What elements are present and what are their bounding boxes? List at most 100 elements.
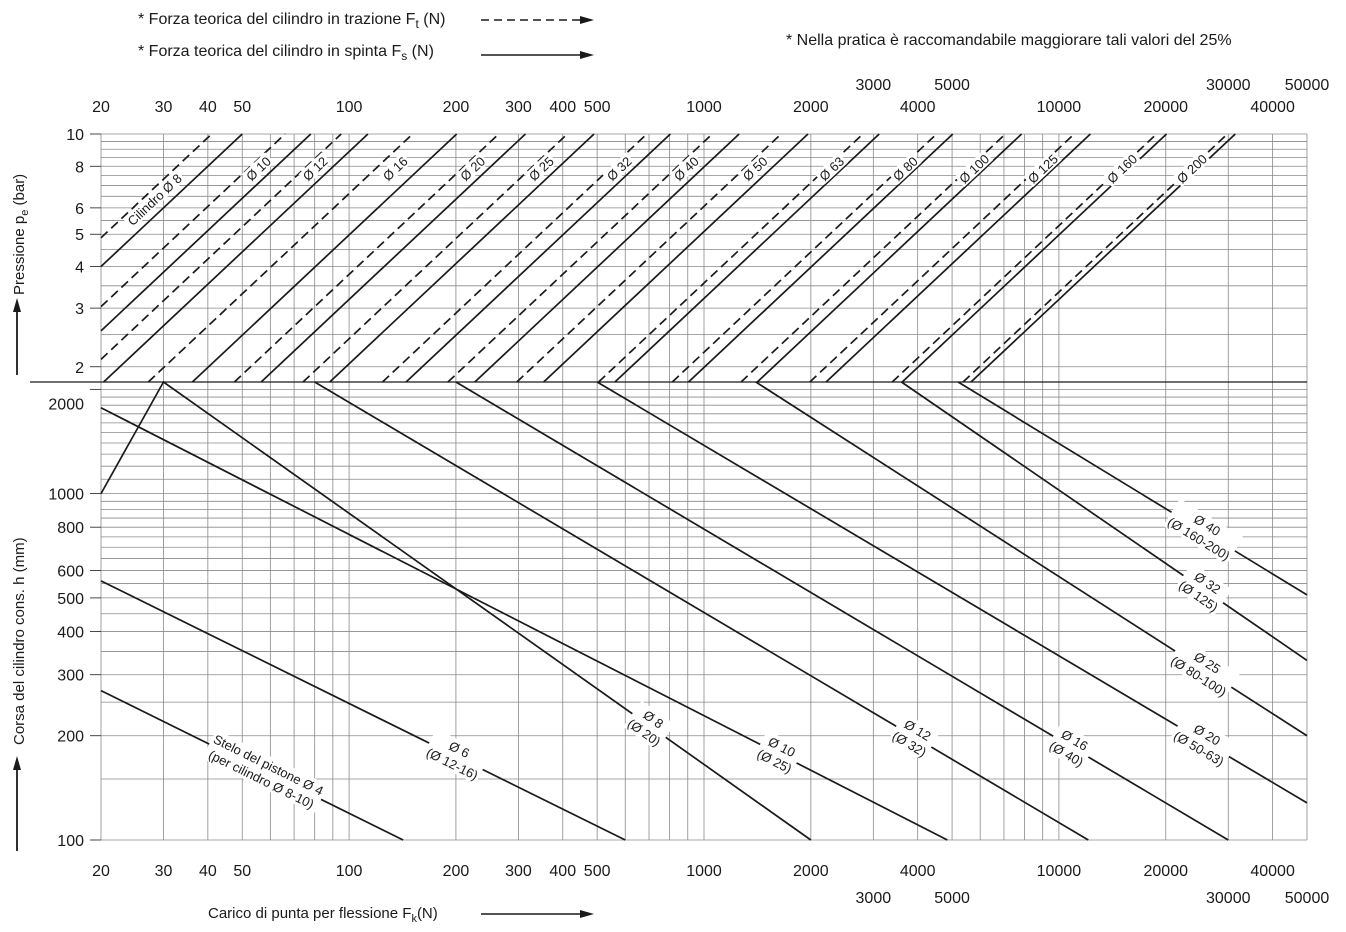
pressure-tick-label: 5 — [75, 227, 84, 244]
bottom-tick-label-lower: 5000 — [934, 890, 970, 907]
top-tick-label: 2000 — [793, 99, 829, 116]
top-tick-label-upper: 3000 — [856, 77, 892, 94]
pressure-curve-label-group: Ø 16 — [378, 152, 412, 185]
thrust-line — [191, 133, 458, 383]
pressure-curve-label-bg — [954, 149, 993, 188]
stroke-line — [314, 381, 1089, 841]
stroke-curve-label-bg — [1174, 562, 1233, 616]
top-tick-label: 300 — [505, 99, 532, 116]
thrust-line — [614, 133, 880, 383]
pressure-curve-label-bg — [602, 152, 636, 185]
legend-note: * Nella pratica è raccomandabile maggior… — [786, 32, 1232, 49]
stroke-curve-label-bg — [888, 712, 940, 761]
top-tick-label: 40000 — [1250, 99, 1295, 116]
top-tick-label: 200 — [443, 99, 470, 116]
bottom-tick-label: 20 — [92, 863, 110, 880]
stroke-curve-label-bg — [752, 730, 804, 778]
thrust-line — [474, 133, 740, 383]
thrust-line — [100, 133, 312, 332]
traction-line — [381, 133, 648, 383]
stroke-curve-label-group: Stelo del pistone Ø 4(per cilindro Ø 8-1… — [202, 729, 329, 814]
stroke-line — [100, 380, 812, 841]
top-tick-label: 400 — [549, 99, 576, 116]
traction-line — [516, 133, 782, 383]
pressure-tick-label: 8 — [75, 159, 84, 176]
pressure-curve-label: Ø 160 — [1104, 151, 1140, 186]
thrust-line — [329, 133, 595, 383]
top-tick-label: 20 — [92, 99, 110, 116]
bottom-tick-label: 2000 — [793, 863, 829, 880]
stroke-line — [100, 406, 948, 841]
stroke-tick-label: 800 — [57, 520, 84, 537]
top-tick-label: 30 — [155, 99, 173, 116]
stroke-axis-title: Corsa del cilindro cons. h (mm) — [11, 537, 28, 745]
stroke-curve-label-group: Ø 12(Ø 32) — [888, 712, 940, 761]
bottom-tick-label: 300 — [505, 863, 532, 880]
stroke-curve-label-group: Ø 8(Ø 20) — [623, 700, 675, 751]
thrust-line — [543, 133, 809, 383]
traction-line — [147, 133, 414, 383]
stroke-tick-label: 600 — [57, 563, 84, 580]
traction-line — [100, 133, 342, 360]
pressure-curve-label-bg — [378, 152, 412, 185]
pressure-tick-label: 4 — [75, 260, 84, 277]
top-tick-label: 40 — [199, 99, 217, 116]
pressure-curve-label-bg — [241, 152, 275, 185]
bottom-tick-label-lower: 3000 — [856, 890, 892, 907]
pressure-curve-label-group: Ø 100 — [954, 149, 993, 188]
stroke-line — [100, 580, 626, 841]
stroke-line — [455, 381, 1229, 841]
pressure-tick-label: 2 — [75, 360, 84, 377]
stroke-axis-arrow-icon — [13, 756, 21, 770]
bottom-tick-label: 200 — [443, 863, 470, 880]
pressure-curve-label-bg — [298, 152, 332, 185]
bottom-tick-label-lower: 50000 — [1285, 890, 1330, 907]
traction-line — [100, 133, 213, 239]
stroke-curve-label-group: Ø 25(Ø 80-100) — [1166, 637, 1240, 701]
top-tick-label: 1000 — [686, 99, 722, 116]
legend-dashed-arrow-icon — [580, 16, 594, 24]
top-tick-label: 10000 — [1037, 99, 1082, 116]
thrust-line — [100, 133, 243, 268]
stroke-tick-label: 500 — [57, 591, 84, 608]
stroke-tick-label: 400 — [57, 624, 84, 641]
bottom-tick-label: 10000 — [1037, 863, 1082, 880]
tick-layer: 2 3 4 5 6 8 10 100 200 300 400 500 600 800 1000 2000 20 3… — [48, 77, 1329, 907]
pressure-curve-label: Cilindro Ø 8 — [125, 171, 185, 229]
legend-solid-arrow-icon — [580, 51, 594, 59]
bottom-tick-label-lower: 30000 — [1206, 890, 1251, 907]
pressure-curve-label-group: Ø 160 — [1102, 149, 1142, 188]
top-tick-label-upper: 30000 — [1206, 77, 1251, 94]
top-tick-label-upper: 5000 — [934, 77, 970, 94]
thrust-line — [103, 133, 369, 383]
top-tick-label: 100 — [336, 99, 363, 116]
top-tick-label: 4000 — [900, 99, 936, 116]
load-axis-arrow-icon — [580, 910, 594, 918]
top-tick-label: 20000 — [1144, 99, 1189, 116]
pressure-curve-label-bg — [814, 152, 848, 185]
stroke-curve-label-bg — [202, 729, 329, 814]
bottom-tick-label: 400 — [549, 863, 576, 880]
thrust-line — [687, 133, 954, 383]
thrust-line — [405, 133, 671, 383]
thrust-line — [825, 133, 1091, 383]
bottom-tick-label: 40 — [199, 863, 217, 880]
legend: * Forza teorica del cilindro in trazione… — [138, 11, 1232, 63]
top-tick-label-upper: 50000 — [1285, 77, 1330, 94]
thrust-line — [260, 133, 527, 383]
stroke-curve-label-group: Ø 20(Ø 50-63) — [1169, 712, 1238, 771]
traction-line — [233, 133, 500, 383]
bottom-tick-label: 100 — [336, 863, 363, 880]
load-axis-title: Carico di punta per flessione Fk(N) — [208, 905, 438, 925]
pressure-curve-label: Ø 100 — [956, 151, 992, 186]
bottom-tick-label: 4000 — [900, 863, 936, 880]
stroke-tick-label: 300 — [57, 668, 84, 685]
stroke-curve-label-group: Ø 10(Ø 25) — [752, 730, 804, 778]
stroke-curve-label-bg — [1045, 722, 1097, 771]
pressure-curve-label-bg — [738, 152, 772, 185]
stroke-line — [900, 381, 1308, 662]
pressure-curve-label-bg — [1023, 149, 1062, 188]
stroke-curve-label-group: Ø 40(Ø 160-200) — [1163, 498, 1244, 565]
bottom-tick-label: 50 — [233, 863, 251, 880]
